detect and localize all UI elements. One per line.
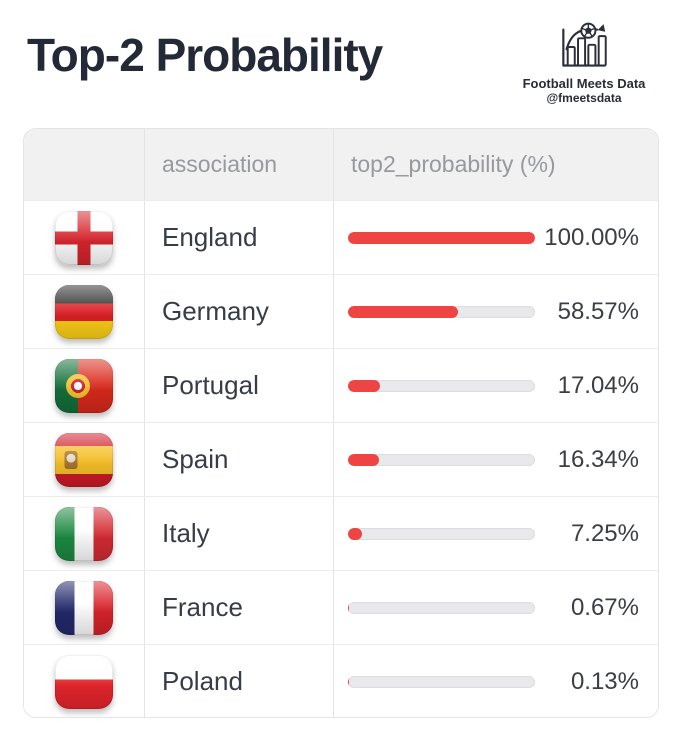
table-row: Portugal 17.04% <box>24 348 658 422</box>
table-row: Germany 58.57% <box>24 274 658 348</box>
italy-flag-icon <box>55 506 113 561</box>
football-meets-data-logo-icon <box>562 22 607 67</box>
probability-value: 58.57% <box>557 297 639 325</box>
flag-cell <box>24 423 144 496</box>
flag-cell <box>24 275 144 348</box>
probability-bar-track <box>348 379 535 392</box>
probability-cell: 0.13% <box>333 645 658 717</box>
probability-cell: 17.04% <box>333 349 658 422</box>
table-row: Italy 7.25% <box>24 496 658 570</box>
probability-bar-track <box>348 231 535 244</box>
probability-bar-fill <box>348 527 362 540</box>
association-cell: Spain <box>144 423 333 496</box>
probability-bar-track <box>348 675 535 688</box>
probability-value: 7.25% <box>570 519 639 547</box>
column-header-association: association <box>144 129 333 200</box>
germany-flag-icon <box>55 284 113 339</box>
probability-value: 0.13% <box>570 667 639 695</box>
brand-name: Football Meets Data <box>522 76 646 91</box>
flag-emblem <box>66 373 91 398</box>
probability-bar-track <box>348 305 535 318</box>
column-header-flag <box>24 129 144 200</box>
association-name: Italy <box>162 518 210 548</box>
column-header-top2-probability: top2_probability (%) <box>333 129 658 200</box>
association-cell: England <box>144 201 333 274</box>
association-name: Spain <box>162 444 229 474</box>
probability-cell: 0.67% <box>333 571 658 644</box>
flag-cell <box>24 497 144 570</box>
probability-cell: 58.57% <box>333 275 658 348</box>
probability-cell: 16.34% <box>333 423 658 496</box>
association-name: Germany <box>162 296 269 326</box>
brand-handle: @fmeetsdata <box>546 91 622 105</box>
association-cell: France <box>144 571 333 644</box>
flag-cell <box>24 201 144 274</box>
flag-cell <box>24 645 144 717</box>
association-name: England <box>162 222 258 252</box>
association-name: France <box>162 592 243 622</box>
spain-flag-icon <box>55 432 113 487</box>
association-name: Poland <box>162 666 243 696</box>
france-flag-icon <box>55 580 113 635</box>
probability-table: association top2_probability (%) England… <box>23 128 659 718</box>
probability-bar-track <box>348 601 535 614</box>
probability-value: 100.00% <box>544 223 639 251</box>
probability-value: 0.67% <box>570 593 639 621</box>
probability-bar-fill <box>348 453 379 466</box>
portugal-flag-icon <box>55 358 113 413</box>
association-cell: Poland <box>144 645 333 717</box>
probability-bar-fill <box>348 601 350 614</box>
flag-emblem <box>64 450 78 469</box>
flag-cell <box>24 571 144 644</box>
probability-value: 17.04% <box>557 371 639 399</box>
association-cell: Italy <box>144 497 333 570</box>
probability-bar-fill <box>348 305 458 318</box>
probability-value: 16.34% <box>557 445 639 473</box>
table-body: England 100.00% Germany 58.57% Portugal <box>24 200 658 717</box>
probability-bar-track <box>348 453 535 466</box>
england-flag-icon <box>55 210 113 265</box>
probability-bar-fill <box>348 231 535 244</box>
poland-flag-icon <box>55 654 113 709</box>
probability-cell: 7.25% <box>333 497 658 570</box>
flag-cell <box>24 349 144 422</box>
table-row: Poland 0.13% <box>24 644 658 717</box>
table-row: Spain 16.34% <box>24 422 658 496</box>
brand-block: Football Meets Data @fmeetsdata <box>504 22 664 105</box>
probability-bar-track <box>348 527 535 540</box>
table-row: England 100.00% <box>24 200 658 274</box>
page-title: Top-2 Probability <box>27 29 383 81</box>
probability-cell: 100.00% <box>333 201 658 274</box>
probability-bar-fill <box>348 379 380 392</box>
association-cell: Portugal <box>144 349 333 422</box>
table-row: France 0.67% <box>24 570 658 644</box>
table-header-row: association top2_probability (%) <box>24 129 658 200</box>
association-cell: Germany <box>144 275 333 348</box>
association-name: Portugal <box>162 370 259 400</box>
